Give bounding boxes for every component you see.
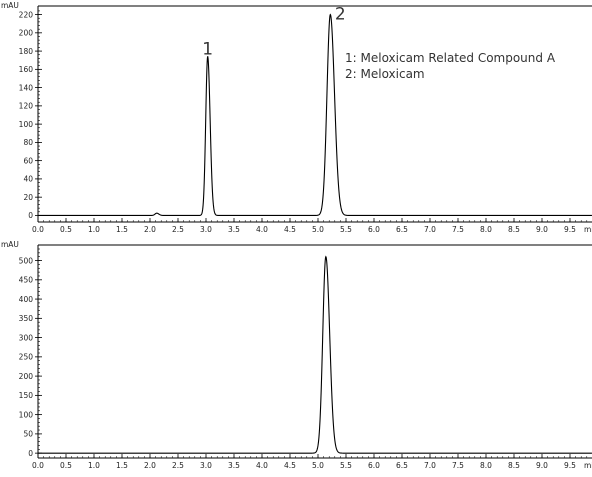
x-tick-label: 0.0	[32, 225, 44, 234]
x-tick-label: 7.0	[424, 461, 436, 470]
x-tick-label: 9.0	[536, 225, 548, 234]
legend-entry: 2: Meloxicam	[345, 67, 425, 81]
x-tick-label: 6.5	[396, 225, 408, 234]
x-tick-label: 3.0	[200, 225, 212, 234]
x-tick-label: 7.5	[452, 461, 464, 470]
x-tick-label: 5.0	[312, 461, 324, 470]
x-tick-label: 0.5	[60, 461, 72, 470]
x-tick-label: 1.5	[116, 225, 128, 234]
x-tick-label: 4.5	[284, 461, 296, 470]
x-axis-unit-label: min	[584, 225, 592, 234]
x-tick-label: 2.5	[172, 225, 184, 234]
y-axis-unit-label: mAU	[1, 240, 19, 249]
x-tick-label: 4.0	[256, 225, 268, 234]
x-tick-label: 2.5	[172, 461, 184, 470]
x-tick-label: 8.0	[480, 225, 492, 234]
x-tick-label: 5.0	[312, 225, 324, 234]
peak-label-2: 2	[335, 5, 346, 25]
x-tick-label: 8.0	[480, 461, 492, 470]
peak-label-1: 1	[202, 40, 213, 60]
y-tick-label: 0	[28, 211, 33, 220]
y-tick-label: 100	[19, 120, 34, 129]
y-tick-label: 80	[23, 138, 33, 147]
legend-entry: 1: Meloxicam Related Compound A	[345, 51, 556, 65]
x-tick-label: 5.5	[340, 225, 352, 234]
x-tick-label: 0.5	[60, 225, 72, 234]
x-tick-label: 4.0	[256, 461, 268, 470]
y-tick-label: 450	[19, 276, 34, 285]
y-tick-label: 300	[19, 333, 34, 342]
y-tick-label: 180	[19, 47, 34, 56]
x-tick-label: 1.0	[88, 225, 100, 234]
x-tick-label: 0.0	[32, 461, 44, 470]
x-tick-label: 3.0	[200, 461, 212, 470]
y-axis-unit-label: mAU	[1, 1, 19, 10]
y-tick-label: 40	[23, 175, 33, 184]
y-tick-label: 0	[28, 449, 33, 458]
x-axis-unit-label: min	[584, 461, 592, 470]
x-tick-label: 2.0	[144, 461, 156, 470]
x-tick-label: 1.5	[116, 461, 128, 470]
y-tick-label: 120	[19, 102, 34, 111]
x-tick-label: 9.5	[564, 225, 576, 234]
y-tick-label: 20	[23, 193, 33, 202]
y-tick-label: 200	[19, 29, 34, 38]
x-tick-label: 7.0	[424, 225, 436, 234]
y-tick-label: 220	[19, 10, 34, 19]
y-tick-label: 100	[19, 410, 34, 419]
x-tick-label: 3.5	[228, 225, 240, 234]
x-tick-label: 9.5	[564, 461, 576, 470]
y-tick-label: 150	[19, 391, 34, 400]
x-tick-label: 2.0	[144, 225, 156, 234]
y-tick-label: 50	[23, 430, 33, 439]
y-tick-label: 500	[19, 256, 34, 265]
x-tick-label: 6.0	[368, 225, 380, 234]
y-tick-label: 200	[19, 372, 34, 381]
x-tick-label: 1.0	[88, 461, 100, 470]
signal-trace	[38, 13, 592, 216]
y-tick-label: 140	[19, 83, 34, 92]
signal-trace	[38, 255, 592, 454]
x-tick-label: 3.5	[228, 461, 240, 470]
x-tick-label: 6.0	[368, 461, 380, 470]
y-tick-label: 160	[19, 65, 34, 74]
x-tick-label: 7.5	[452, 225, 464, 234]
x-tick-label: 8.5	[508, 461, 520, 470]
y-tick-label: 350	[19, 314, 34, 323]
x-tick-label: 6.5	[396, 461, 408, 470]
y-tick-label: 60	[23, 156, 33, 165]
y-tick-label: 250	[19, 353, 34, 362]
x-tick-label: 8.5	[508, 225, 520, 234]
x-tick-label: 5.5	[340, 461, 352, 470]
x-tick-label: 9.0	[536, 461, 548, 470]
x-tick-label: 4.5	[284, 225, 296, 234]
y-tick-label: 400	[19, 295, 34, 304]
